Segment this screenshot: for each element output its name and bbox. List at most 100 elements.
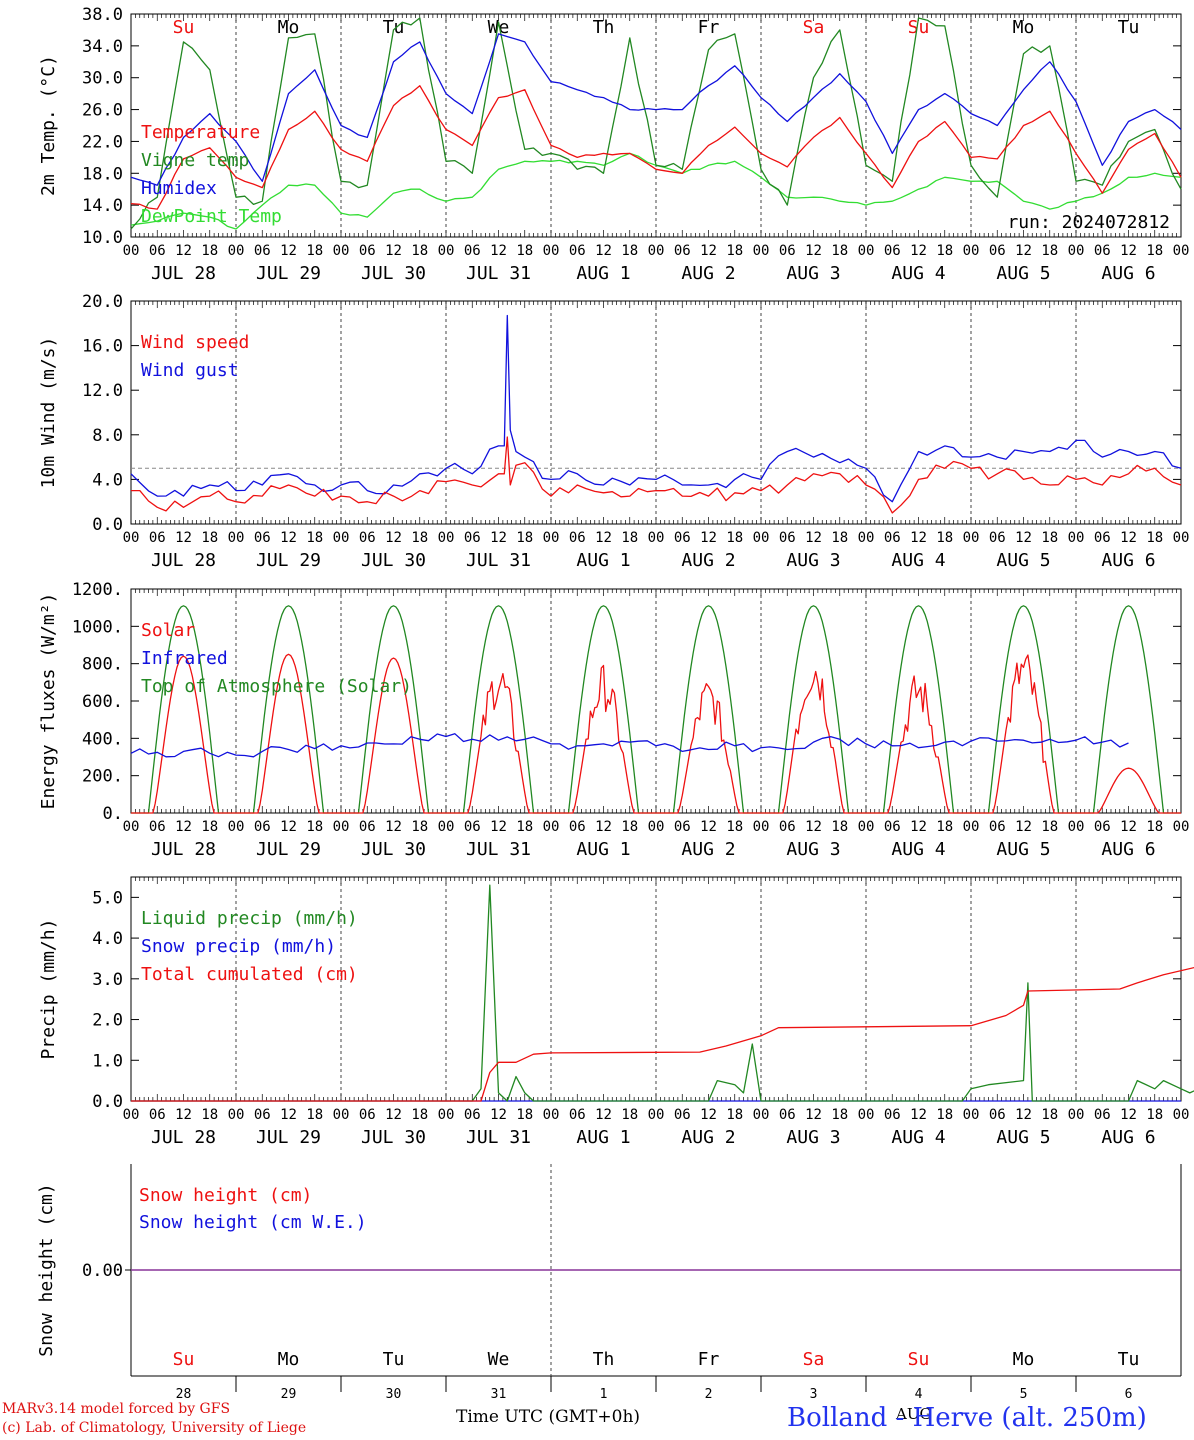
wind-day-label: AUG 1 <box>576 550 630 571</box>
energy-hour-tick: 00 <box>963 819 980 835</box>
wind-hour-tick: 12 <box>1120 530 1137 546</box>
temp-hour-tick: 18 <box>411 243 428 259</box>
precip-day-label: AUG 4 <box>891 1127 945 1148</box>
snow-day-number: 3 <box>810 1387 818 1402</box>
snow-dow-label: We <box>488 1349 510 1370</box>
temp-legend-dewpoint: DewPoint Temp <box>141 206 282 227</box>
snow-legend-snow_cm: Snow height (cm) <box>139 1185 312 1206</box>
snow-day-number: 4 <box>915 1387 923 1402</box>
temp-hour-tick: 12 <box>700 243 717 259</box>
wind-day-label: AUG 2 <box>681 550 735 571</box>
temp-hour-tick: 12 <box>1015 243 1032 259</box>
temp-hour-tick: 12 <box>175 243 192 259</box>
wind-series-wind_gust <box>130 314 1182 503</box>
energy-hour-tick: 06 <box>674 819 691 835</box>
temp-y-tick-label: 22.0 <box>82 132 123 152</box>
wind-y-tick-label: 16.0 <box>82 337 123 357</box>
precip-hour-tick: 06 <box>1094 1107 1111 1123</box>
energy-hour-tick: 12 <box>385 819 402 835</box>
energy-day-label: AUG 5 <box>996 839 1050 860</box>
snow-dow-label: Su <box>908 1349 930 1370</box>
wind-day-label: AUG 3 <box>786 550 840 571</box>
temp-hour-tick: 06 <box>359 243 376 259</box>
energy-hour-tick: 18 <box>621 819 638 835</box>
energy-frame <box>130 588 1182 814</box>
precip-hour-tick: 12 <box>805 1107 822 1123</box>
temp-dow-label: We <box>488 17 510 38</box>
temp-hour-tick: 06 <box>674 243 691 259</box>
snow-dow-label: Tu <box>383 1349 405 1370</box>
energy-y-tick-label: 600. <box>82 692 123 712</box>
precip-hour-tick: 00 <box>858 1107 875 1123</box>
energy-series-solar <box>131 653 1181 814</box>
wind-hour-tick: 06 <box>884 530 901 546</box>
wind-day-label: JUL 29 <box>256 550 321 571</box>
energy-panel: 00 06 12 18 00 06 12 18 00 06 12 18 00 06 12 18 00 06 12 18… <box>38 580 1189 860</box>
snow-day-number: 31 <box>491 1387 507 1402</box>
snow-legend-snow_we: Snow height (cm W.E.) <box>139 1212 367 1233</box>
energy-hour-tick: 06 <box>989 819 1006 835</box>
energy-hour-tick: 18 <box>1146 819 1163 835</box>
energy-hour-tick: 00 <box>333 819 350 835</box>
precip-hour-tick: 00 <box>228 1107 245 1123</box>
wind-y-tick-label: 20.0 <box>82 292 123 312</box>
snow-dow-label: Fr <box>698 1349 720 1370</box>
temp-hour-tick: 12 <box>1120 243 1137 259</box>
temp-series-temperature <box>130 85 1182 210</box>
wind-hour-tick: 06 <box>674 530 691 546</box>
temp-hour-tick: 00 <box>1173 243 1190 259</box>
temp-hour-tick: 00 <box>753 243 770 259</box>
snow-day-number: 2 <box>705 1387 713 1402</box>
precip-day-label: JUL 31 <box>466 1127 531 1148</box>
temp-hour-tick: 00 <box>858 243 875 259</box>
energy-legend-toa: Top of Atmosphere (Solar) <box>141 676 412 697</box>
precip-hour-tick: 18 <box>936 1107 953 1123</box>
temp-hour-tick: 18 <box>516 243 533 259</box>
temp-hour-tick: 12 <box>805 243 822 259</box>
temp-y-tick-label: 26.0 <box>82 101 123 121</box>
precip-day-label: JUL 28 <box>151 1127 216 1148</box>
temp-dow-label: Su <box>173 17 195 38</box>
temp-hour-tick: 18 <box>936 243 953 259</box>
precip-hour-tick: 06 <box>359 1107 376 1123</box>
precip-hour-tick: 18 <box>411 1107 428 1123</box>
precip-day-label: AUG 3 <box>786 1127 840 1148</box>
precip-hour-tick: 12 <box>700 1107 717 1123</box>
precip-hour-tick: 06 <box>254 1107 271 1123</box>
wind-hour-tick: 00 <box>963 530 980 546</box>
precip-hour-tick: 18 <box>201 1107 218 1123</box>
temp-day-label: JUL 30 <box>361 263 426 284</box>
wind-y-tick-label: 0.0 <box>92 515 123 535</box>
temp-hour-tick: 12 <box>910 243 927 259</box>
precip-hour-tick: 18 <box>726 1107 743 1123</box>
temp-hour-tick: 00 <box>438 243 455 259</box>
precip-y-tick-label: 5.0 <box>92 888 123 908</box>
energy-hour-tick: 12 <box>490 819 507 835</box>
temp-hour-tick: 06 <box>149 243 166 259</box>
snow-dow-label: Mo <box>1013 1349 1035 1370</box>
temp-hour-tick: 00 <box>963 243 980 259</box>
temp-hour-tick: 00 <box>228 243 245 259</box>
temp-hour-tick: 18 <box>201 243 218 259</box>
wind-hour-tick: 00 <box>123 530 140 546</box>
temp-legend-vigne: Vigne temp <box>141 150 249 171</box>
precip-hour-tick: 06 <box>464 1107 481 1123</box>
wind-hour-tick: 06 <box>149 530 166 546</box>
energy-hour-tick: 18 <box>936 819 953 835</box>
energy-hour-tick: 12 <box>175 819 192 835</box>
temp-dow-label: Th <box>593 17 615 38</box>
wind-hour-tick: 18 <box>516 530 533 546</box>
precip-day-label: AUG 2 <box>681 1127 735 1148</box>
wind-hour-tick: 12 <box>175 530 192 546</box>
snow-y-tick-label: 0.00 <box>82 1261 123 1281</box>
temp-hour-tick: 06 <box>989 243 1006 259</box>
wind-hour-tick: 00 <box>1068 530 1085 546</box>
precip-hour-tick: 18 <box>516 1107 533 1123</box>
energy-day-label: JUL 29 <box>256 839 321 860</box>
wind-y-tick-label: 8.0 <box>92 426 123 446</box>
precip-legend-cumulated: Total cumulated (cm) <box>141 964 358 985</box>
wind-hour-tick: 06 <box>779 530 796 546</box>
precip-hour-tick: 12 <box>385 1107 402 1123</box>
precip-hour-tick: 18 <box>621 1107 638 1123</box>
time-axis-label: Time UTC (GMT+0h) <box>456 1407 641 1427</box>
